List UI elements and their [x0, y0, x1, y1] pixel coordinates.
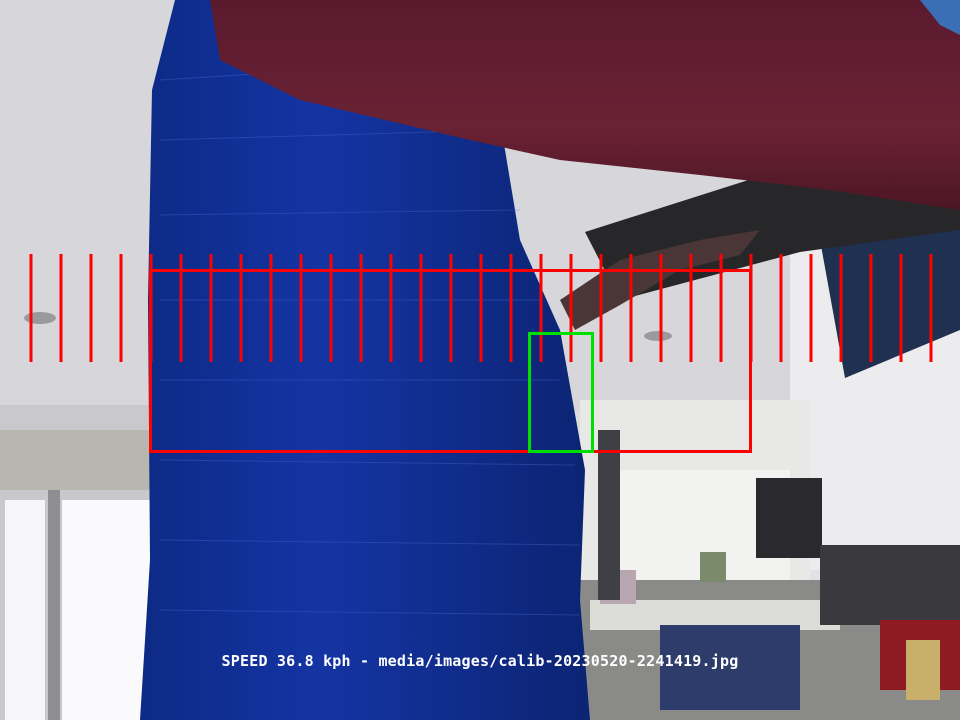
- detection-area-box: [149, 269, 752, 453]
- motion-tracking-box: [528, 332, 594, 453]
- speed-caption: SPEED 36.8 kph - media/images/calib-2023…: [221, 652, 739, 670]
